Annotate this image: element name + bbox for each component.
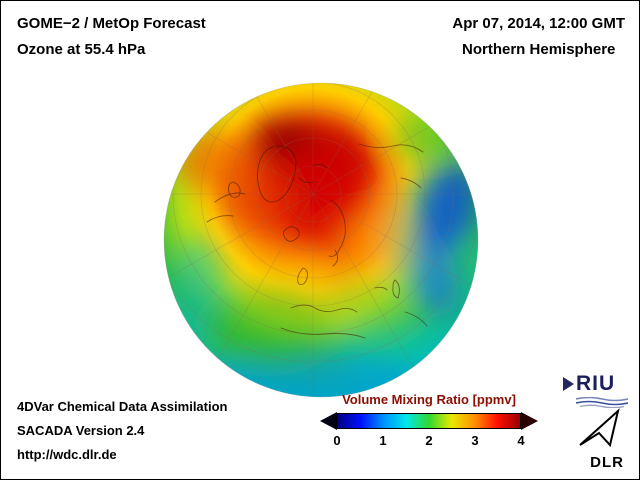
colorbar-overflow-arrow [521,412,538,430]
colorbar [320,412,538,430]
assimilation-label: 4DVar Chemical Data Assimilation [17,399,228,414]
colorbar-block: Volume Mixing Ratio [ppmv] 0 1 2 3 4 [320,392,538,449]
colorbar-gradient [337,413,521,429]
tick-label: 4 [517,433,525,448]
colorbar-underflow-arrow [320,412,337,430]
graticule [164,83,478,396]
datetime-block: Apr 07, 2014, 12:00 GMT Northern Hemisph… [452,11,625,63]
url-label: http://wdc.dlr.de [17,447,117,462]
tick-label: 1 [379,433,387,448]
datetime-label: Apr 07, 2014, 12:00 GMT [452,15,625,32]
title-block: GOME−2 / MetOp Forecast Ozone at 55.4 hP… [17,11,206,63]
riu-triangle-icon [563,377,574,391]
version-label: SACADA Version 2.4 [17,423,145,438]
page-subtitle: Ozone at 55.4 hPa [17,41,146,58]
tick-label: 3 [471,433,479,448]
colorbar-ticks: 0 1 2 3 4 [333,433,525,449]
page-title: GOME−2 / MetOp Forecast [17,15,206,32]
hemisphere-label: Northern Hemisphere [462,41,616,58]
dlr-logo: DLR [572,408,624,471]
dlr-logo-mark-icon [579,408,620,448]
riu-logo: RIU [563,372,628,408]
globe-svg [163,82,479,398]
tick-label: 0 [333,433,341,448]
riu-logo-lines-icon [576,397,628,408]
colorbar-label: Volume Mixing Ratio [ppmv] [342,392,516,407]
dlr-logo-text: DLR [590,454,624,471]
globe-ozone-map [163,82,479,398]
tick-label: 2 [425,433,433,448]
credits-block: 4DVar Chemical Data Assimilation SACADA … [17,395,228,467]
riu-logo-text: RIU [576,372,616,395]
coastlines [206,143,428,339]
